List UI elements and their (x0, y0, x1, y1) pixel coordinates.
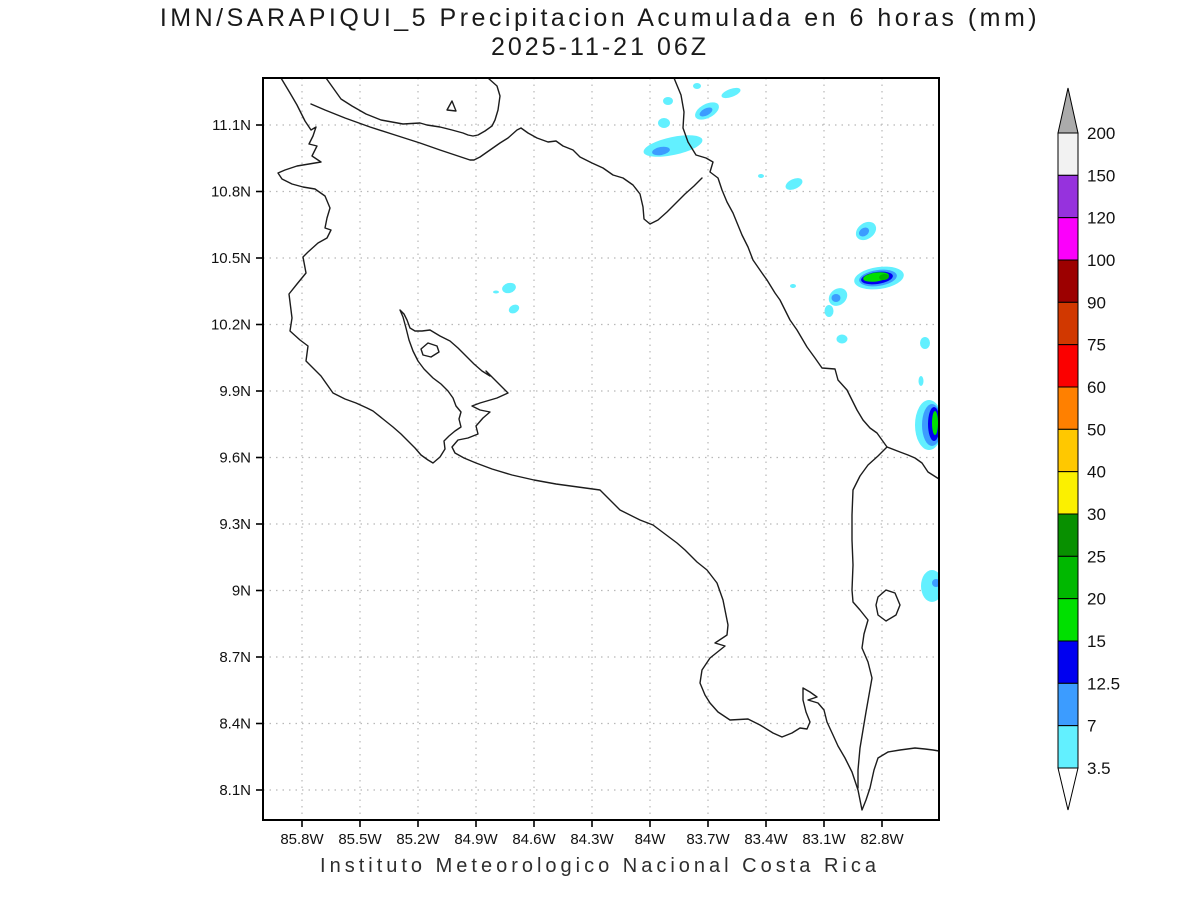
border-river-sanjuan (310, 103, 703, 225)
lon-tick-label: 85.2W (396, 831, 440, 848)
chira-island (420, 342, 440, 358)
precip-cell (879, 273, 889, 281)
precip-cell (508, 304, 520, 314)
colorbar-value-label: 60 (1087, 378, 1106, 397)
colorbar-value-label: 90 (1087, 293, 1106, 312)
colorbar-segment (1057, 428, 1079, 473)
colorbar-value-label: 40 (1087, 463, 1106, 482)
colorbar-value-label: 12.5 (1087, 674, 1120, 693)
lat-tick-label: 10.5N (211, 250, 251, 267)
precip-cell (932, 579, 939, 587)
precip-cell (790, 284, 796, 288)
precip-cell (831, 294, 841, 302)
precip-cell (493, 290, 499, 294)
colorbar-segment (1057, 471, 1079, 515)
colorbar-value-label: 50 (1087, 420, 1106, 439)
precip-cell (699, 107, 713, 117)
colorbar-value-label: 100 (1087, 251, 1115, 270)
map-frame (262, 77, 940, 821)
lat-tick-label: 9.6N (219, 450, 251, 467)
colorbar-value-label: 75 (1087, 336, 1106, 355)
precip-cell (643, 135, 703, 157)
colorbar-legend: 200 150 120 100 90 75 60 50 40 30 25 20 15 12.5 7 3.5 (1057, 87, 1120, 811)
map-gridlines (263, 78, 939, 820)
colorbar-value-label: 120 (1087, 209, 1115, 228)
cr-panama-border (851, 446, 888, 789)
colorbar-value-label: 150 (1087, 166, 1115, 185)
precip-cell (824, 305, 834, 317)
precip-cell (663, 97, 673, 105)
colorbar-segment (1057, 344, 1079, 388)
lon-tick-label: 85.5W (338, 831, 382, 848)
colorbar-segment (1057, 217, 1079, 261)
lon-tick-label: 84W (635, 831, 667, 848)
lat-tick-label: 11.1N (212, 117, 251, 134)
colorbar-value-label: 30 (1087, 505, 1106, 524)
plot-title: IMN/SARAPIQUI_5 Precipitacion Acumulada … (159, 4, 1041, 32)
colorbar-value-label: 15 (1087, 632, 1106, 651)
colorbar-arrow-down (1057, 767, 1079, 811)
colorbar-segment (1057, 682, 1079, 727)
precip-cell (932, 411, 938, 435)
colorbar-value-label: 20 (1087, 590, 1106, 609)
colorbar-segment (1057, 555, 1079, 600)
lat-tick-label: 8.4N (219, 716, 251, 733)
colorbar-value-label: 25 (1087, 547, 1106, 566)
pacific-coast (277, 78, 939, 811)
bocas-islands-loop (875, 589, 901, 622)
axis-tick-labels: 85.8W 85.5W 85.2W 84.9W 84.6W 84.3W 84W 83.7W 83… (211, 117, 905, 848)
colorbar-arrow-up (1057, 87, 1079, 134)
lon-tick-label: 84.9W (454, 831, 498, 848)
colorbar-value-label: 200 (1087, 124, 1115, 143)
lat-tick-label: 10.2N (211, 317, 251, 334)
map-border (262, 77, 940, 821)
lat-tick-label: 8.7N (219, 649, 251, 666)
precip-cell (658, 118, 670, 128)
precip-cell (921, 570, 939, 602)
colorbar-segment (1057, 174, 1079, 219)
lat-tick-label: 9.9N (219, 383, 251, 400)
lon-tick-label: 84.3W (570, 831, 614, 848)
source-caption: Instituto Meteorologico Nacional Costa R… (320, 855, 880, 877)
lake-islet (446, 100, 457, 112)
plot-valid-time: 2025-11-21 06Z (490, 33, 710, 61)
caribbean-coast (673, 78, 939, 480)
precip-cell (502, 282, 516, 294)
lon-tick-label: 84.6W (512, 831, 556, 848)
precip-cell (858, 227, 870, 237)
colorbar-segment (1057, 640, 1079, 684)
precip-cell (785, 178, 803, 190)
precip-cell (652, 146, 670, 156)
colorbar-segment (1057, 301, 1079, 346)
lake-nicaragua-shore (325, 78, 501, 137)
colorbar-value-label: 7 (1087, 717, 1096, 736)
lat-tick-label: 8.1N (219, 782, 251, 799)
axis-ticks (256, 124, 883, 827)
colorbar-segment (1057, 132, 1079, 176)
colorbar-segment (1057, 513, 1079, 557)
lon-tick-label: 83.7W (686, 831, 730, 848)
precip-cell (836, 334, 848, 344)
lat-tick-label: 9N (232, 583, 251, 600)
lon-tick-label: 83.4W (744, 831, 788, 848)
colorbar-segment (1057, 725, 1079, 769)
lon-tick-label: 83.1W (802, 831, 846, 848)
precipitation-cells (493, 83, 939, 602)
colorbar-segment (1057, 386, 1079, 430)
lat-tick-label: 10.8N (211, 184, 251, 201)
colorbar-segment (1057, 598, 1079, 642)
coastline-and-borders (277, 78, 939, 811)
precip-cell (920, 337, 930, 349)
lat-tick-label: 9.3N (219, 516, 251, 533)
precip-cell (693, 83, 701, 89)
colorbar-value-label: 3.5 (1087, 759, 1111, 778)
precip-cell (918, 376, 924, 386)
colorbar-segment (1057, 259, 1079, 303)
lon-tick-label: 85.8W (280, 831, 324, 848)
lon-tick-label: 82.8W (860, 831, 904, 848)
precip-cell (721, 87, 741, 99)
precip-cell (758, 174, 764, 178)
